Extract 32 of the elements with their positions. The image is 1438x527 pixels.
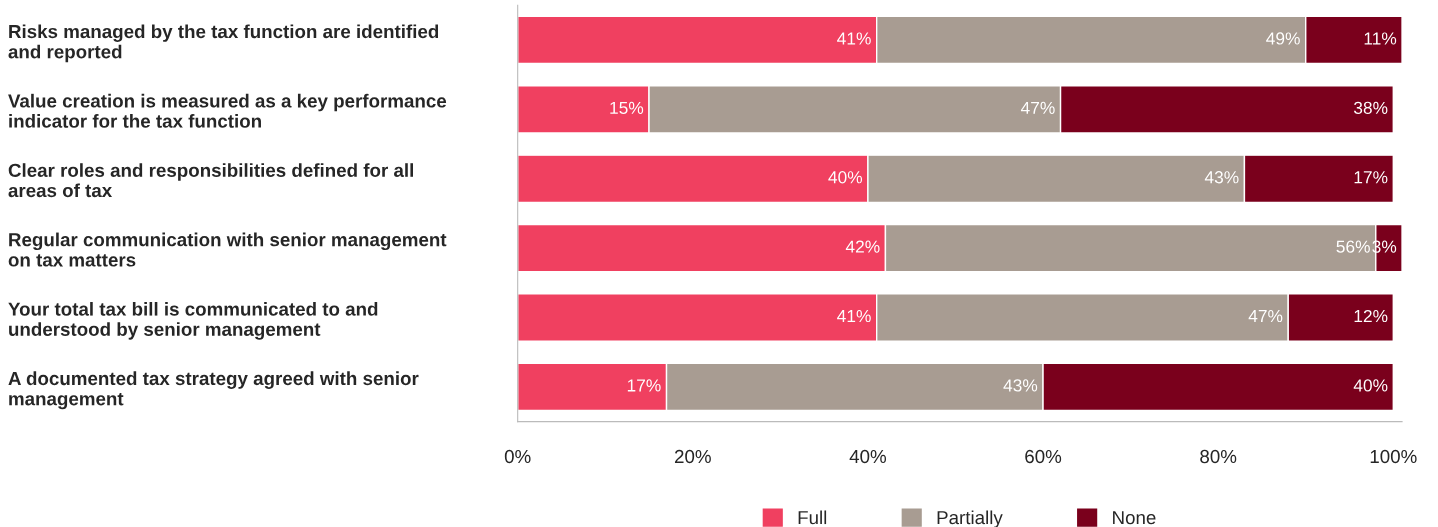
data-label: 49%	[1266, 32, 1300, 45]
data-label: 11%	[1364, 32, 1397, 45]
data-label: 43%	[1204, 171, 1239, 184]
data-label: 43%	[1003, 379, 1038, 392]
data-label: 40%	[1353, 379, 1388, 392]
x-tick-label: 40%	[849, 449, 887, 464]
x-tick-label: 100%	[1370, 449, 1417, 464]
data-label: 12%	[1354, 309, 1388, 323]
legend-label: Partially	[937, 510, 1003, 527]
y-tick-label: Value creation is measured as a key performance indicator for the tax function	[8, 93, 447, 128]
data-label: 17%	[1354, 171, 1388, 184]
data-label: 38%	[1353, 101, 1388, 115]
data-label: 47%	[1020, 101, 1055, 114]
y-tick-label: Risks managed by the tax function are identified and reported	[8, 24, 439, 63]
data-label: 41%	[837, 32, 871, 45]
data-label: 56%	[1336, 240, 1370, 253]
y-tick-label: A documented tax strategy agreed with senior management	[8, 371, 419, 410]
y-tick-label: Your total tax bill is communicated to and understood by senior management	[8, 301, 378, 340]
legend-label: None	[1113, 511, 1156, 525]
data-label: 47%	[1248, 309, 1283, 323]
x-tick-label: 60%	[1025, 449, 1062, 464]
data-label: 17%	[627, 379, 661, 392]
data-label: 41%	[837, 309, 871, 323]
legend-label: Full	[798, 510, 827, 525]
data-label: 15%	[610, 101, 644, 115]
data-label: 40%	[828, 171, 863, 184]
x-tick-label: 0%	[504, 449, 531, 464]
y-tick-label: Regular communication with senior management on tax matters	[8, 232, 447, 267]
x-tick-label: 80%	[1200, 449, 1237, 464]
data-label: 42%	[845, 240, 880, 253]
x-tick-label: 20%	[674, 449, 711, 464]
y-tick-label: Clear roles and responsibilities defined for all areas of tax	[8, 163, 413, 198]
